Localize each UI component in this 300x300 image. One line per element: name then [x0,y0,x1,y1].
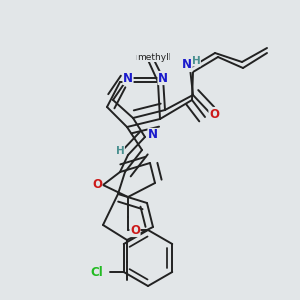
Text: methyl: methyl [137,52,169,62]
Text: H: H [192,56,200,66]
Text: N: N [158,71,168,85]
Text: Cl: Cl [90,266,103,278]
Text: O: O [92,178,102,191]
Text: N: N [182,58,192,71]
Text: H: H [116,146,124,156]
Text: O: O [209,107,219,121]
Text: N: N [123,71,133,85]
Text: O: O [130,224,140,236]
Text: N: N [148,128,158,142]
Text: methyl: methyl [135,52,171,62]
